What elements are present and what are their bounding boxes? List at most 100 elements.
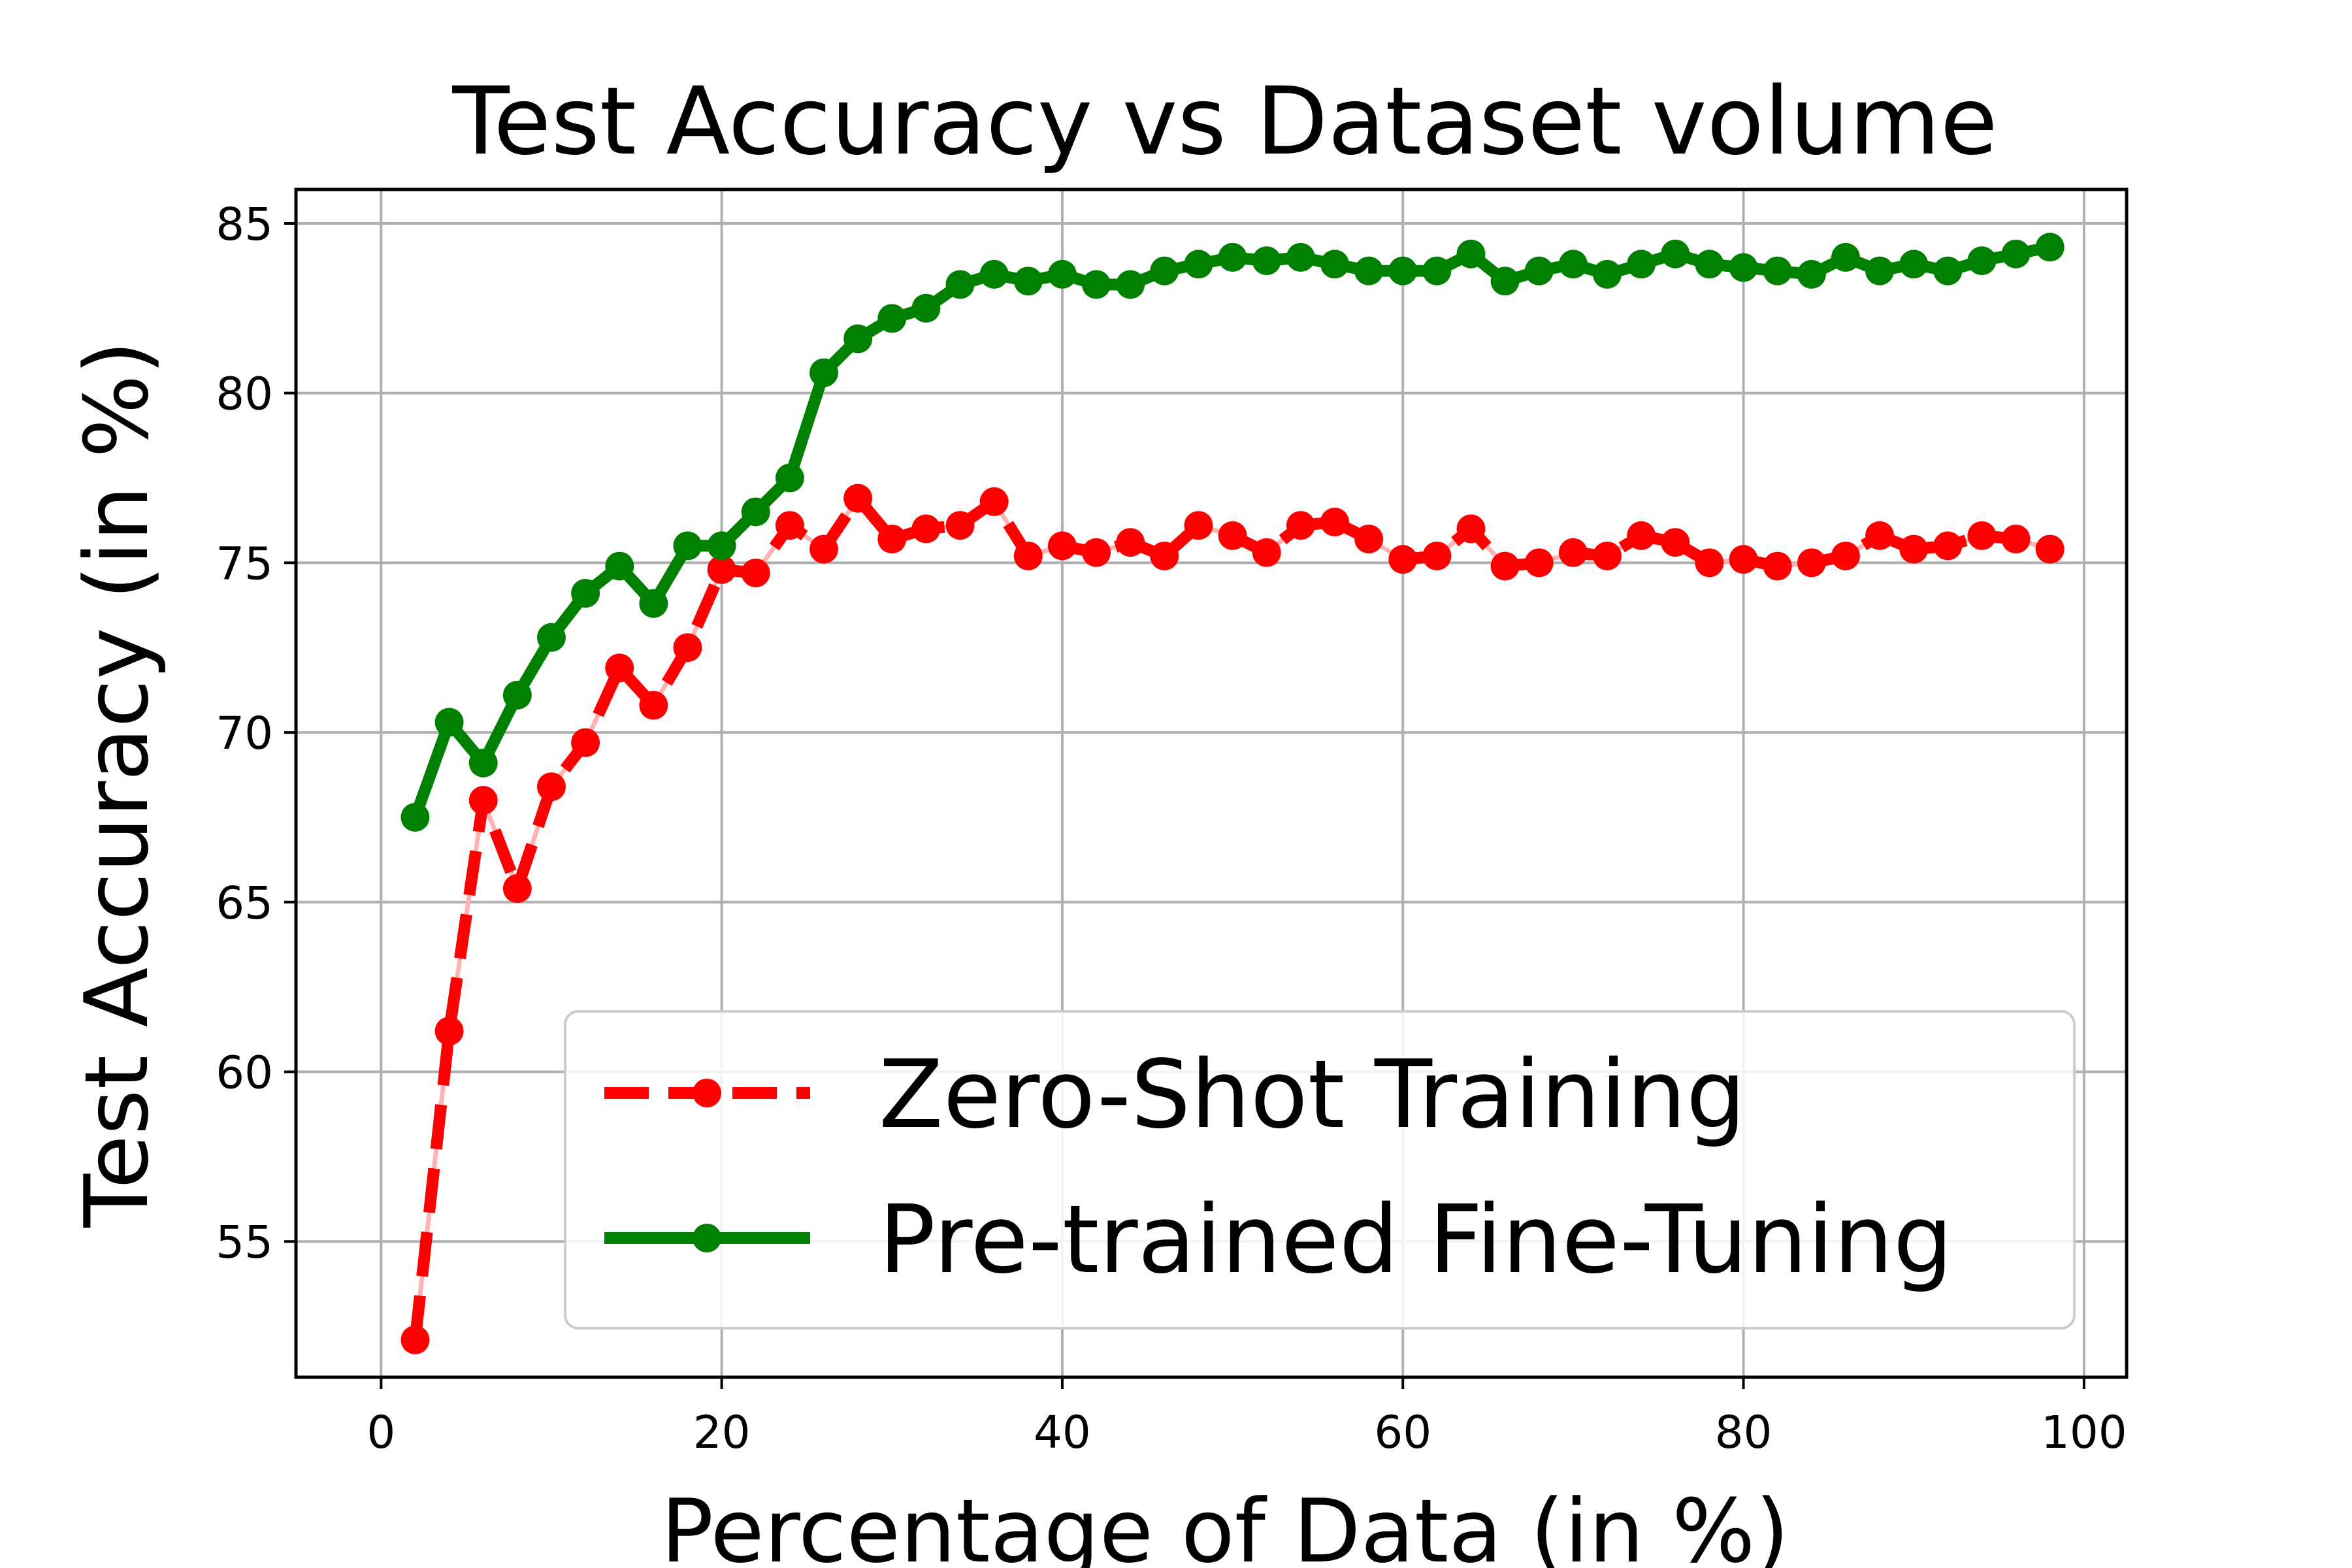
y-tick-label: 85 bbox=[216, 199, 273, 251]
y-tick-label: 65 bbox=[216, 877, 273, 930]
data-point bbox=[1150, 541, 1179, 570]
data-point bbox=[775, 463, 804, 493]
data-point bbox=[1831, 242, 1860, 272]
legend-box bbox=[564, 1010, 2076, 1330]
y-tick-label: 75 bbox=[216, 538, 273, 590]
data-point bbox=[673, 633, 702, 662]
data-point bbox=[707, 531, 736, 561]
legend-entry: Zero-Shot Training bbox=[604, 1039, 1746, 1149]
data-point bbox=[1116, 528, 1145, 557]
data-point bbox=[1422, 541, 1452, 570]
data-point bbox=[1082, 270, 1111, 299]
data-point bbox=[1490, 551, 1520, 581]
data-point bbox=[1218, 521, 1247, 550]
data-point bbox=[1593, 259, 1622, 289]
data-point bbox=[673, 531, 702, 561]
series-zero-shot-training bbox=[400, 483, 2065, 1354]
chart-title: Test Accuracy vs Dataset volume bbox=[451, 67, 1997, 176]
data-point bbox=[434, 1017, 464, 1046]
plot-area-frame bbox=[294, 188, 2129, 1379]
y-tick-label: 80 bbox=[216, 368, 273, 421]
data-point bbox=[775, 511, 804, 540]
data-point bbox=[741, 558, 770, 587]
data-point bbox=[1456, 239, 1486, 269]
data-point bbox=[2035, 233, 2065, 262]
data-point bbox=[639, 691, 668, 720]
data-point bbox=[1695, 250, 1724, 279]
x-tick-label: 100 bbox=[2041, 1407, 2127, 1459]
x-tick-label: 40 bbox=[1034, 1407, 1091, 1459]
data-point bbox=[468, 785, 498, 815]
data-point bbox=[1729, 253, 1758, 282]
data-point bbox=[1797, 548, 1826, 578]
data-point bbox=[2001, 525, 2031, 554]
data-point bbox=[1627, 250, 1656, 279]
data-point bbox=[1013, 267, 1043, 296]
x-axis-label: Percentage of Data (in %) bbox=[661, 1480, 1789, 1568]
data-point bbox=[1967, 521, 1997, 550]
legend-entry: Pre-trained Fine-Tuning bbox=[604, 1184, 1953, 1294]
data-point bbox=[1933, 531, 1963, 561]
series-pretrained-fine-tuning bbox=[400, 233, 2065, 832]
data-point bbox=[1831, 541, 1860, 570]
data-point bbox=[1116, 270, 1145, 299]
data-point bbox=[1456, 514, 1486, 544]
legend-marker-swatch bbox=[693, 1224, 721, 1252]
data-point bbox=[1763, 256, 1792, 286]
legend-label: Pre-trained Fine-Tuning bbox=[879, 1184, 1953, 1294]
data-point bbox=[911, 514, 941, 544]
data-point bbox=[1729, 545, 1758, 574]
data-point bbox=[979, 259, 1009, 289]
data-point bbox=[605, 551, 634, 581]
data-point bbox=[1695, 548, 1724, 578]
data-point bbox=[945, 511, 975, 540]
data-point bbox=[945, 270, 975, 299]
x-tick-label: 80 bbox=[1715, 1407, 1772, 1459]
data-point bbox=[400, 802, 430, 832]
data-point bbox=[536, 623, 566, 652]
data-point bbox=[1286, 511, 1315, 540]
data-point bbox=[1082, 538, 1111, 567]
data-point bbox=[1763, 551, 1792, 581]
data-point bbox=[2035, 534, 2065, 564]
x-tick-label: 60 bbox=[1374, 1407, 1431, 1459]
data-point bbox=[707, 555, 736, 584]
data-point bbox=[1047, 531, 1077, 561]
data-point bbox=[536, 772, 566, 802]
data-point bbox=[1422, 256, 1452, 286]
y-tick-label: 70 bbox=[216, 708, 273, 760]
data-point bbox=[843, 483, 873, 513]
data-point bbox=[979, 487, 1009, 516]
data-point bbox=[877, 304, 907, 333]
data-point bbox=[1933, 256, 1963, 286]
data-point bbox=[639, 589, 668, 618]
data-point bbox=[2001, 239, 2031, 269]
data-point bbox=[1627, 521, 1656, 550]
data-point bbox=[1047, 259, 1077, 289]
legend-marker-swatch bbox=[693, 1079, 721, 1107]
data-point bbox=[1865, 521, 1895, 550]
data-point bbox=[1388, 545, 1418, 574]
data-point bbox=[1899, 250, 1929, 279]
data-point bbox=[1524, 548, 1554, 578]
data-point bbox=[843, 324, 873, 353]
data-point bbox=[1354, 256, 1384, 286]
data-point bbox=[1320, 250, 1349, 279]
data-point bbox=[877, 525, 907, 554]
data-point bbox=[1490, 267, 1520, 296]
data-point bbox=[605, 653, 634, 683]
data-point bbox=[1661, 239, 1690, 269]
data-point bbox=[1218, 242, 1247, 272]
data-point bbox=[1013, 541, 1043, 570]
axis-ticks: 0 20 40 60 80 100 55 60 65 70 75 80 85 bbox=[216, 199, 2127, 1459]
data-point bbox=[1184, 250, 1213, 279]
data-point bbox=[741, 497, 770, 527]
data-point bbox=[400, 1325, 430, 1354]
y-tick-label: 60 bbox=[216, 1047, 273, 1100]
series-layer bbox=[400, 233, 2065, 1354]
data-point bbox=[571, 728, 600, 757]
y-tick-label: 55 bbox=[216, 1217, 273, 1269]
data-point bbox=[1252, 246, 1281, 276]
